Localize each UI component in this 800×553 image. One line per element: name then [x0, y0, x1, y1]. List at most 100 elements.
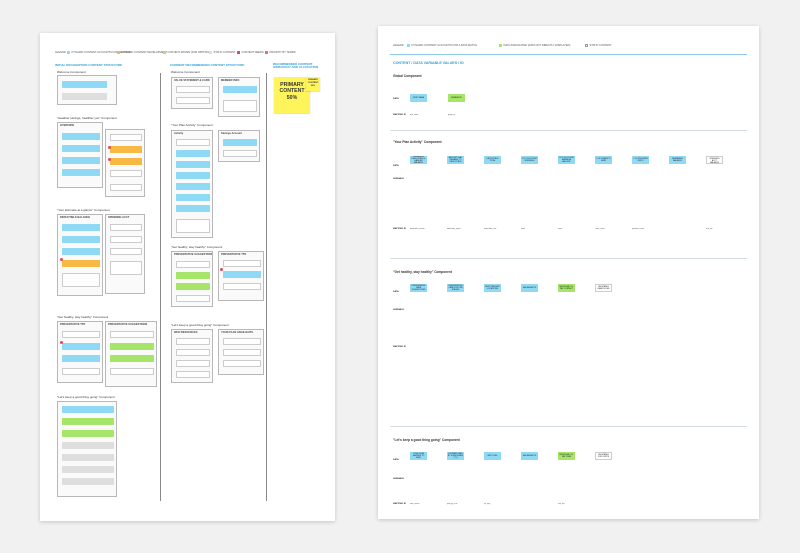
frame-title: VALUE STATEMENT & CARD	[174, 79, 210, 82]
card-static	[176, 97, 210, 104]
legend-swatch	[265, 51, 268, 54]
card-dynamic	[62, 157, 100, 164]
legend-item: DATA ASSOCIATED (DATA NOT DIRECTLY DISPL…	[499, 44, 570, 47]
frame-good-thing	[57, 401, 117, 497]
legend-item: STATIC CONTENT	[585, 44, 612, 47]
content-needs-pin	[220, 268, 223, 271]
mapping-id: deductible_remain	[410, 228, 425, 230]
legend-item: CONTENT MOVED (FOR WRITING)	[163, 51, 210, 54]
frame-who-resources: WHO RESOURCES	[171, 329, 213, 383]
legend-swatch	[117, 51, 120, 54]
legend-swatch	[585, 44, 588, 47]
row-label-data: DATA	[393, 459, 399, 461]
legend-label: DYNAMIC CONTENT ACCOUNTS FOR HEADING	[71, 51, 131, 54]
card-static	[110, 368, 154, 375]
frame-welcome	[57, 75, 117, 105]
frame-title: WHO RESOURCES	[174, 331, 198, 334]
col-title-initial: INITIAL RECOGNITION CONTENT STRUCTURE	[55, 63, 123, 67]
section-label: "Your Estimate at a glance" Component	[57, 208, 110, 212]
mapping-id: hsa_bal	[706, 228, 713, 230]
legend-swatch	[237, 51, 240, 54]
card-orange	[62, 260, 100, 267]
card-dynamic	[62, 81, 107, 88]
legend-label: DYNAMIC CONTENT DEVELOPMENT	[121, 51, 168, 54]
legend-item: STATIC CONTENT	[209, 51, 236, 54]
card-static	[62, 331, 100, 338]
data-chip: DELETABLE HEALTH LINK	[595, 284, 612, 292]
card-static	[176, 360, 210, 367]
sticky-line: 25%	[310, 84, 316, 87]
card-static	[176, 139, 210, 146]
card-static	[223, 338, 261, 345]
frame-preventative-ttd: PREVENTATIVE TTD	[57, 321, 103, 383]
sticky-line: CONTENT	[307, 81, 319, 84]
sticky-line: PRIMARY	[280, 82, 304, 88]
legend-label: LEGEND	[393, 44, 404, 47]
card-static	[176, 371, 210, 378]
card-dynamic	[176, 183, 210, 190]
legend-divider	[390, 54, 747, 55]
content-needs-pin	[60, 341, 63, 344]
section-label: "Let's keep a good thing going" Componen…	[171, 323, 229, 327]
content-structure-board: LEGEND DYNAMIC CONTENT ACCOUNTS FOR HEADI…	[40, 33, 335, 521]
frame-title: OVERVIEW	[60, 124, 74, 127]
card-dynamic	[62, 248, 100, 255]
data-chip: INDIVIDUAL CO-PAY CONTACT	[558, 284, 575, 292]
data-chip: NEXT PREVENT. LOCATIONS	[484, 284, 501, 292]
frame-title: YOUR PLAN HIGHLIGHTS	[221, 331, 253, 334]
data-chip: AMOUNT THAT REMAINS TO DEDUCTIBLE	[447, 156, 464, 164]
card-orange	[110, 146, 142, 153]
data-chip: # OF PROVIDER VISITS	[632, 156, 649, 164]
row-label-data: DATA	[393, 291, 399, 293]
row-label-variable: VARIABLE	[393, 309, 405, 311]
data-chip: DEDUCTIBLE TOTAL	[484, 156, 501, 164]
card-static	[62, 478, 114, 485]
sticky-line: 50%	[286, 94, 298, 101]
frame-member-info: MEMBER INFO	[218, 77, 260, 117]
frame-prev-ttd: PREVENTATIVE TTD	[218, 251, 264, 301]
row-label-data: DATA	[393, 98, 399, 100]
card-static	[176, 261, 210, 268]
data-chip: NEXT LINK	[484, 452, 501, 460]
legend-item: LEGEND	[55, 51, 66, 54]
card-dynamic	[223, 271, 261, 278]
card-dynamic	[176, 172, 210, 179]
data-chip: OUT OF POCKET MAXIMUM AMOUNT	[558, 156, 575, 164]
card-static	[176, 338, 210, 345]
card-static	[176, 86, 210, 93]
legend-item: CONTENT NEEDS	[237, 51, 264, 54]
card-dynamic	[62, 169, 100, 176]
data-chip: PREVENTATIVE CARE FOR LIFE STAGES	[447, 284, 464, 292]
card-orange	[110, 158, 142, 165]
col-title-hierarchy: RECOMMENDED CONTENT HIERARCHY AND ALLOCA…	[273, 62, 319, 70]
card-static	[176, 219, 210, 233]
card-dynamic	[62, 236, 100, 243]
frame-plan-highlights: YOUR PLAN HIGHLIGHTS	[218, 329, 264, 375]
sticky-note-primary: PRIMARY CONTENT 50%	[274, 77, 310, 113]
section-label: "Get healthy, stay healthy" Component	[57, 315, 109, 319]
card-dynamic	[176, 150, 210, 157]
row-label-mapping: MAPPING ID	[393, 114, 407, 116]
mapping-id: group_id	[448, 114, 455, 116]
section-divider	[390, 130, 747, 131]
card-dynamic	[176, 194, 210, 201]
row-label-mapping: MAPPING ID	[393, 228, 407, 230]
card-static	[110, 261, 142, 275]
frame-title: Activity	[174, 132, 184, 135]
row-label-variable: VARIABLE	[393, 178, 405, 180]
frame-savings-account: Savings Account	[218, 130, 260, 162]
card-static	[110, 170, 142, 177]
card-dynamic	[223, 86, 257, 93]
card-dynamic	[62, 406, 114, 413]
data-chip: DELETABLE DISCOUNTS	[595, 452, 612, 460]
card-dynamic	[176, 205, 210, 212]
card-static	[223, 100, 257, 112]
legend-swatch	[67, 51, 70, 54]
sticky-line: CONTENT	[279, 88, 305, 95]
row-label-data: DATA	[393, 165, 399, 167]
legend-swatch	[407, 44, 410, 47]
row-label-mapping: MAPPING ID	[393, 503, 407, 505]
legend-item: DYNAMIC CONTENT ACCOUNTS FOR HEADING	[67, 51, 131, 54]
legend-label: LEGEND	[55, 51, 66, 54]
section-label: "Get healthy, stay healthy" Component	[393, 270, 452, 274]
